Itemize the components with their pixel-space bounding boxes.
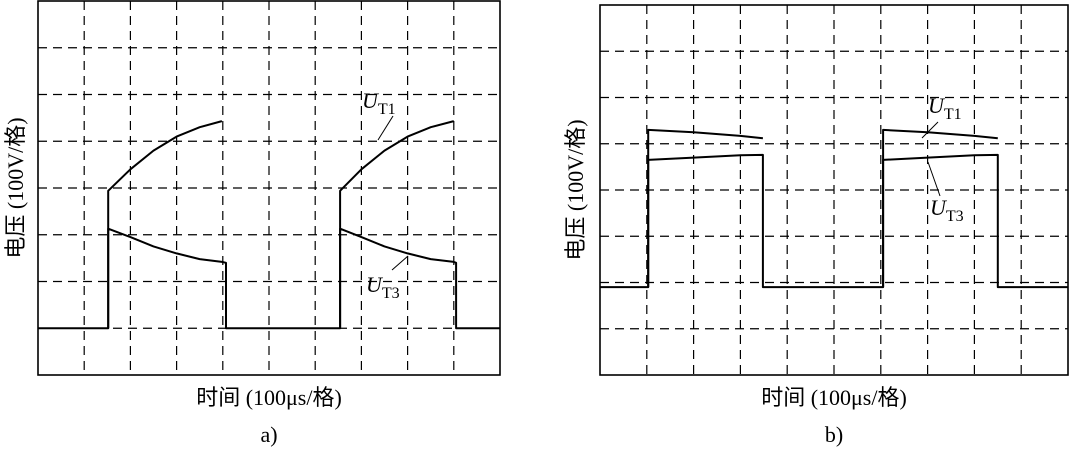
panel-caption: a)	[260, 422, 277, 447]
trace	[38, 227, 500, 330]
plot-frame	[599, 4, 1069, 376]
plot-frame	[37, 0, 501, 376]
y-axis-label: 电压 (100V/格)	[563, 119, 588, 260]
panel-caption: b)	[825, 422, 843, 447]
x-axis-label: 时间 (100μs/格)	[761, 385, 907, 410]
leader-line	[391, 255, 409, 271]
leader-line	[377, 115, 394, 141]
leader-line	[927, 161, 941, 197]
series-label: UT1	[362, 88, 396, 118]
panel: UT1 UT3 电压 (100V/格) 时间 (100μs/格) a)	[3, 0, 501, 447]
y-axis-label: 电压 (100V/格)	[3, 117, 28, 258]
leader-line	[921, 121, 939, 139]
series-label: UT3	[366, 272, 400, 302]
series-label: UT3	[930, 195, 964, 225]
panel: UT1 UT3 电压 (100V/格) 时间 (100μs/格) b)	[563, 4, 1069, 447]
trace	[600, 153, 1068, 289]
trace	[107, 120, 455, 329]
x-axis-label: 时间 (100μs/格)	[196, 385, 342, 410]
series-label: UT1	[928, 93, 962, 123]
